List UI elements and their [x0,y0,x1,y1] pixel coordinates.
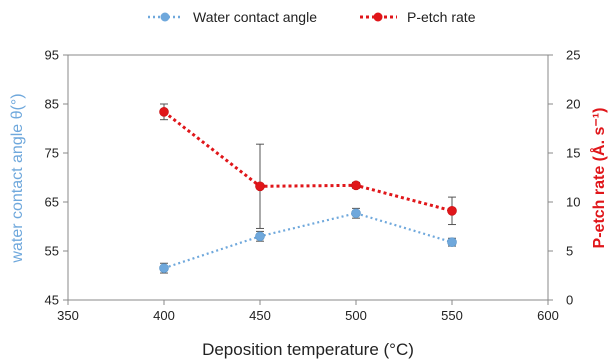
data-point [351,180,361,191]
right-y-tick-label: 10 [566,195,580,210]
right-y-tick-label: 15 [566,146,580,161]
data-point [159,107,169,117]
series-line-water-contact-angle [163,212,453,270]
data-point [255,231,265,242]
plot-area [67,54,549,301]
right-y-axis-label: P-etch rate (Å. s⁻¹) [589,108,608,249]
series-p-etch-rate [159,103,457,229]
x-axis: 350 400 450 500 550 600 [57,300,559,323]
right-y-axis: 0 5 10 15 20 25 [548,48,580,308]
left-y-tick-label: 75 [45,146,59,161]
series-water-contact-angle [159,207,457,274]
right-y-tick-label: 5 [566,244,573,259]
right-y-tick-label: 0 [566,293,573,308]
legend-label-p-etch-rate: P-etch rate [407,9,476,25]
legend-label-water-contact-angle: Water contact angle [193,9,317,25]
left-y-tick-label: 55 [45,244,59,259]
left-y-tick-label: 95 [45,48,59,63]
series-layer [159,103,457,274]
x-axis-label: Deposition temperature (°C) [202,340,414,359]
x-tick-label: 450 [249,308,271,323]
data-point [447,237,457,247]
data-point [447,206,457,216]
x-tick-label: 550 [441,308,463,323]
left-y-tick-label: 85 [45,97,59,112]
legend-marker-p-etch-rate [373,12,383,22]
legend-marker-water-contact-angle [160,12,170,22]
legend: Water contact angle P-etch rate [148,9,476,25]
x-tick-label: 350 [57,308,79,323]
right-y-tick-label: 20 [566,97,580,112]
left-y-axis-label: water contact angle θ(°) [9,93,26,263]
series-line-p-etch-rate [163,110,453,213]
x-tick-label: 600 [537,308,559,323]
right-y-tick-label: 25 [566,48,580,63]
data-point [255,181,265,192]
left-y-tick-label: 65 [45,195,59,210]
left-y-axis: 45 55 65 75 85 95 [45,48,68,308]
x-tick-label: 400 [153,308,175,323]
data-point [351,208,361,219]
x-tick-label: 500 [345,308,367,323]
left-y-tick-label: 45 [45,293,59,308]
data-point [159,263,169,273]
